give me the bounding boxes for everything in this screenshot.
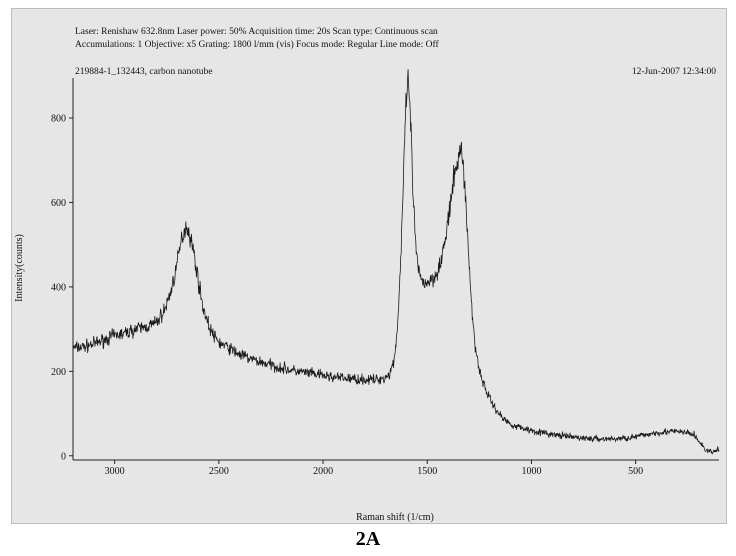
acquisition-settings-line-1: Laser: Renishaw 632.8nm Laser power: 50%… — [75, 27, 438, 37]
y-tick-label: 800 — [51, 114, 66, 125]
spectrum-panel — [11, 8, 727, 524]
y-tick-label: 0 — [61, 451, 66, 462]
figure-caption: 2A — [355, 528, 381, 550]
x-tick-label: 1500 — [417, 466, 437, 477]
x-axis-label: Raman shift (1/cm) — [356, 512, 434, 523]
acquisition-timestamp: 12-Jun-2007 12:34:00 — [631, 67, 716, 77]
y-axis-ticks: 0 200 400 600 800 — [51, 114, 73, 462]
y-tick-label: 400 — [51, 282, 66, 293]
x-axis-ticks: 3000 2500 2000 1500 1000 500 — [105, 460, 643, 477]
x-tick-label: 3000 — [105, 466, 125, 477]
x-tick-label: 1000 — [521, 466, 541, 477]
y-axis-label: Intensity(counts) — [14, 234, 25, 302]
x-tick-label: 2500 — [209, 466, 229, 477]
sample-name: 219884-1_132443, carbon nanotube — [75, 67, 213, 77]
x-tick-label: 2000 — [313, 466, 333, 477]
spectrum-trace-line — [72, 69, 720, 455]
acquisition-settings-line-2: Accumulations: 1 Objective: x5 Grating: … — [75, 40, 439, 50]
y-tick-label: 200 — [51, 367, 66, 378]
chart-axes — [72, 78, 719, 461]
y-tick-label: 600 — [51, 198, 66, 209]
x-tick-label: 500 — [628, 466, 643, 477]
